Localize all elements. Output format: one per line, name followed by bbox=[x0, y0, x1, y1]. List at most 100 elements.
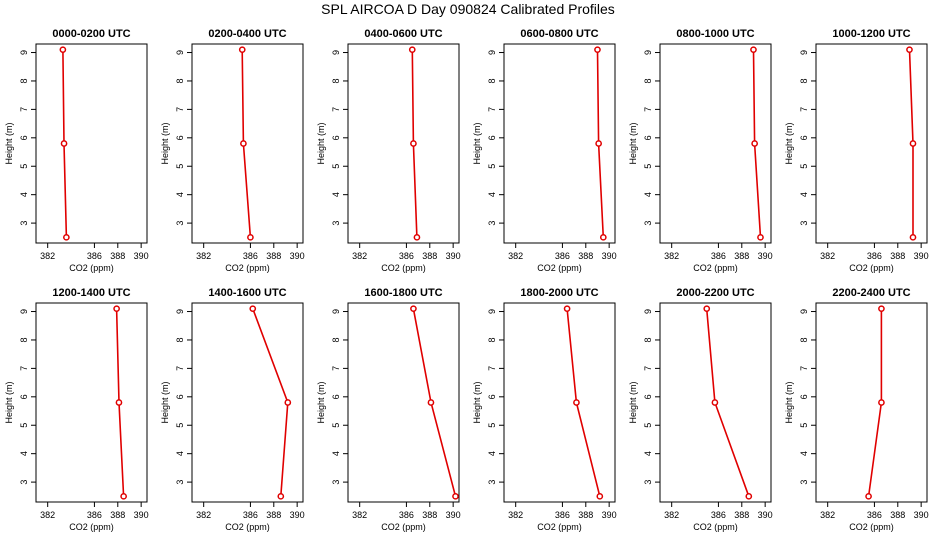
x-axis-label: CO2 (ppm) bbox=[69, 522, 114, 532]
y-tick-label: 5 bbox=[175, 423, 185, 428]
y-axis-label: Height (m) bbox=[160, 381, 170, 423]
x-tick-label: 382 bbox=[352, 510, 367, 520]
x-tick-label: 388 bbox=[110, 510, 125, 520]
y-tick-label: 7 bbox=[799, 366, 809, 371]
data-point bbox=[238, 46, 246, 54]
x-axis-label: CO2 (ppm) bbox=[69, 263, 114, 273]
y-tick-label: 7 bbox=[19, 366, 29, 371]
x-axis-label: CO2 (ppm) bbox=[381, 522, 426, 532]
x-tick-label: 388 bbox=[422, 510, 437, 520]
x-tick-label: 388 bbox=[422, 251, 437, 261]
x-tick-label: 386 bbox=[399, 510, 414, 520]
y-tick-label: 5 bbox=[331, 423, 341, 428]
x-tick-label: 382 bbox=[820, 251, 835, 261]
y-axis-label: Height (m) bbox=[784, 122, 794, 164]
panel-11: 2000-2200 UTC 382 386 388 390 3 4 5 6 7 8 9 CO2 (ppm… bbox=[628, 287, 773, 532]
x-axis-label: CO2 (ppm) bbox=[537, 522, 582, 532]
y-tick-label: 4 bbox=[643, 192, 653, 197]
profile-line bbox=[412, 308, 457, 497]
y-tick-label: 7 bbox=[175, 107, 185, 112]
y-tick-label: 5 bbox=[643, 164, 653, 169]
y-tick-label: 3 bbox=[487, 480, 497, 485]
x-tick-label: 386 bbox=[867, 510, 882, 520]
data-point bbox=[115, 399, 123, 406]
y-tick-label: 5 bbox=[487, 423, 497, 428]
y-tick-label: 7 bbox=[19, 107, 29, 112]
y-axis-label: Height (m) bbox=[784, 381, 794, 423]
plot-frame bbox=[347, 302, 460, 503]
plot-frame bbox=[35, 302, 148, 503]
x-tick-label: 390 bbox=[134, 251, 149, 261]
x-tick-label: 386 bbox=[399, 251, 414, 261]
data-point bbox=[865, 492, 872, 500]
figure-title: SPL AIRCOA D Day 090824 Calibrated Profi… bbox=[321, 1, 615, 17]
panel-title: 1400-1600 UTC bbox=[208, 287, 286, 299]
panel-title: 1600-1800 UTC bbox=[364, 287, 442, 299]
y-tick-label: 5 bbox=[19, 164, 29, 169]
panel-4: 0600-0800 UTC 382 386 388 390 3 4 5 6 7 8 9 CO2 (ppm… bbox=[472, 28, 617, 273]
x-tick-label: 388 bbox=[578, 251, 593, 261]
panel-title: 0000-0200 UTC bbox=[52, 28, 130, 40]
x-tick-label: 382 bbox=[664, 251, 679, 261]
y-tick-label: 4 bbox=[175, 192, 185, 197]
y-tick-label: 8 bbox=[331, 337, 341, 342]
x-tick-label: 382 bbox=[40, 251, 55, 261]
y-axis-label: Height (m) bbox=[316, 381, 326, 423]
panel-title: 1000-1200 UTC bbox=[832, 28, 910, 40]
y-axis-label: Height (m) bbox=[628, 122, 638, 164]
y-tick-label: 8 bbox=[487, 337, 497, 342]
data-point bbox=[60, 140, 68, 147]
data-point bbox=[703, 305, 711, 313]
y-tick-label: 5 bbox=[19, 423, 29, 428]
x-tick-label: 390 bbox=[914, 510, 929, 520]
y-tick-label: 3 bbox=[19, 480, 29, 485]
data-point bbox=[59, 46, 67, 54]
y-tick-label: 9 bbox=[175, 50, 185, 55]
y-tick-label: 5 bbox=[175, 164, 185, 169]
plot-frame bbox=[191, 302, 304, 503]
y-tick-label: 9 bbox=[487, 309, 497, 314]
x-tick-label: 390 bbox=[134, 510, 149, 520]
panel-title: 2000-2200 UTC bbox=[676, 287, 754, 299]
y-tick-label: 8 bbox=[19, 78, 29, 83]
data-point bbox=[878, 305, 885, 313]
data-point bbox=[906, 46, 913, 54]
y-tick-label: 3 bbox=[331, 480, 341, 485]
y-tick-label: 5 bbox=[643, 423, 653, 428]
data-point bbox=[594, 46, 601, 54]
y-tick-label: 7 bbox=[643, 107, 653, 112]
panel-12: 2200-2400 UTC 382 386 388 390 3 4 5 6 7 8 9 CO2 (ppm… bbox=[784, 287, 929, 532]
x-tick-label: 390 bbox=[446, 251, 461, 261]
x-axis-label: CO2 (ppm) bbox=[381, 263, 426, 273]
x-tick-label: 382 bbox=[196, 510, 211, 520]
profile-line bbox=[566, 308, 601, 497]
y-tick-label: 7 bbox=[175, 366, 185, 371]
panel-title: 1800-2000 UTC bbox=[520, 287, 598, 299]
y-tick-label: 9 bbox=[175, 309, 185, 314]
data-point bbox=[284, 399, 292, 406]
y-tick-label: 5 bbox=[799, 164, 809, 169]
x-tick-label: 386 bbox=[711, 510, 726, 520]
y-tick-label: 6 bbox=[643, 135, 653, 140]
y-tick-label: 7 bbox=[799, 107, 809, 112]
plot-frame bbox=[191, 43, 304, 244]
y-tick-label: 3 bbox=[643, 221, 653, 226]
y-tick-label: 3 bbox=[643, 480, 653, 485]
y-tick-label: 9 bbox=[19, 50, 29, 55]
y-tick-label: 8 bbox=[643, 78, 653, 83]
data-point bbox=[878, 399, 885, 406]
y-tick-label: 9 bbox=[331, 50, 341, 55]
x-axis-label: CO2 (ppm) bbox=[225, 522, 270, 532]
x-tick-label: 386 bbox=[87, 510, 102, 520]
panel-8: 1400-1600 UTC 382 386 388 390 3 4 5 6 7 8 9 CO2 (ppm… bbox=[160, 287, 305, 532]
y-tick-label: 9 bbox=[799, 50, 809, 55]
x-tick-label: 382 bbox=[196, 251, 211, 261]
y-tick-label: 9 bbox=[487, 50, 497, 55]
y-tick-label: 3 bbox=[799, 221, 809, 226]
y-tick-label: 4 bbox=[331, 451, 341, 456]
x-tick-label: 388 bbox=[110, 251, 125, 261]
y-tick-label: 7 bbox=[487, 366, 497, 371]
y-tick-label: 6 bbox=[331, 135, 341, 140]
y-tick-label: 9 bbox=[19, 309, 29, 314]
